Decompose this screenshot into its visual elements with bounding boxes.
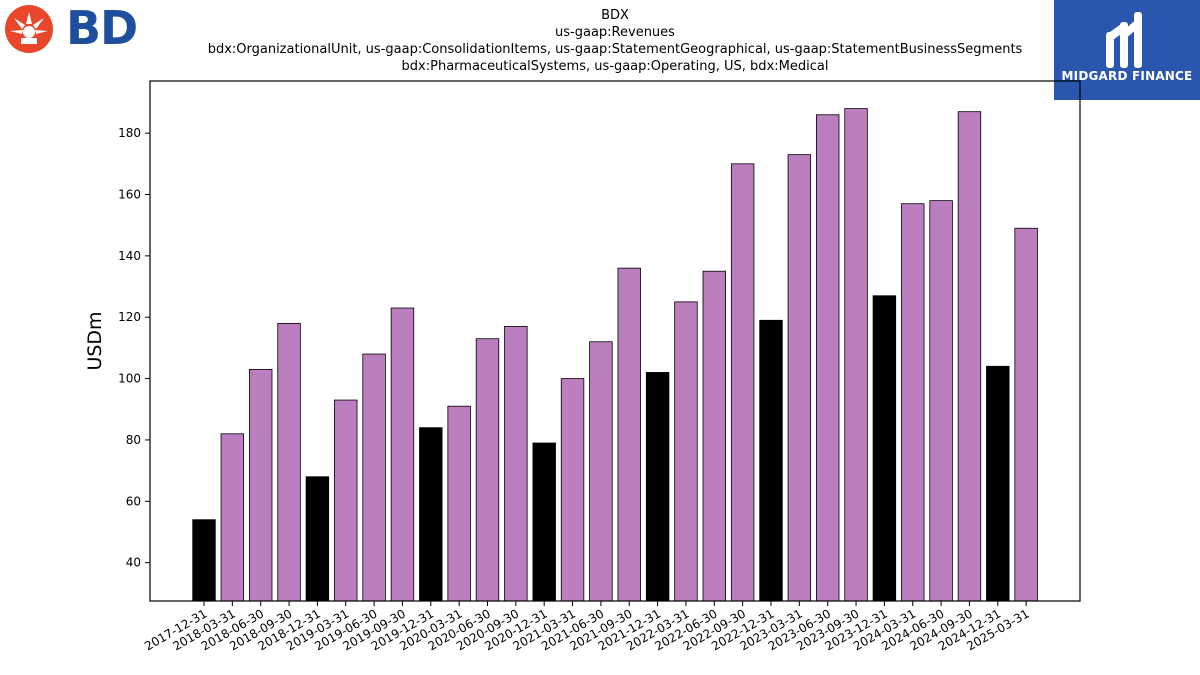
y-tick-label: 40 — [126, 556, 141, 570]
bar-2023-12-31 — [872, 295, 897, 602]
bar-2020-12-31 — [532, 442, 556, 602]
bar-2023-09-30 — [844, 108, 868, 602]
bar-2019-03-31 — [334, 399, 358, 602]
bars-layer — [192, 108, 1038, 602]
bar-2021-06-30 — [589, 341, 613, 602]
y-tick-label: 120 — [118, 310, 141, 324]
bar-2022-09-30 — [730, 163, 755, 602]
axes-frame — [149, 80, 1081, 602]
chart-title-line-1: BDX — [601, 8, 629, 23]
bar-2018-06-30 — [248, 368, 273, 602]
bar-2018-09-30 — [277, 322, 301, 602]
company-logo: BD — [4, 1, 144, 56]
burst-icon — [5, 5, 53, 53]
bar-2020-09-30 — [504, 326, 528, 602]
bar-2022-03-31 — [674, 301, 698, 602]
chart-title: BDX us-gaap:Revenues bdx:OrganizationalU… — [0, 7, 1200, 75]
midgard-emblem-icon — [1106, 12, 1142, 68]
bar-2018-12-31 — [305, 476, 330, 602]
y-tick-label: 140 — [118, 249, 141, 263]
watermark-logo: MIDGARD FINANCE — [1054, 0, 1200, 100]
y-tick-label: 160 — [118, 188, 141, 202]
bar-2024-06-30 — [929, 200, 953, 602]
bar-2017-12-31 — [192, 519, 216, 602]
bar-2024-03-31 — [901, 203, 925, 602]
y-tick-label: 180 — [118, 126, 141, 140]
bar-2020-03-31 — [447, 405, 471, 602]
chart-title-line-2: us-gaap:Revenues — [555, 25, 675, 40]
company-logo-text: BD — [66, 1, 138, 55]
bar-2019-09-30 — [390, 307, 415, 602]
bar-2024-09-30 — [957, 111, 982, 602]
y-tick-label: 100 — [118, 372, 141, 386]
y-axis: 40 60 80 100 120 140 160 180 — [118, 126, 150, 570]
bar-2023-06-30 — [816, 114, 840, 602]
bar-2024-12-31 — [986, 365, 1010, 602]
x-axis: 2017-12-312018-03-312018-06-302018-09-30… — [142, 601, 1032, 653]
bar-2021-12-31 — [645, 372, 670, 602]
chart-title-line-3: bdx:OrganizationalUnit, us-gaap:Consolid… — [207, 42, 1023, 57]
bar-2018-03-31 — [220, 433, 245, 602]
bar-2025-03-31 — [1014, 227, 1038, 602]
bar-2021-09-30 — [617, 267, 641, 602]
bar-2022-12-31 — [759, 319, 783, 602]
bar-2019-12-31 — [419, 427, 443, 602]
bar-2021-03-31 — [560, 378, 585, 602]
bar-2020-06-30 — [475, 338, 500, 602]
bar-2019-06-30 — [362, 353, 386, 602]
bar-2023-03-31 — [787, 154, 812, 602]
chart-title-line-4: bdx:PharmaceuticalSystems, us-gaap:Opera… — [401, 59, 829, 74]
y-tick-label: 60 — [126, 494, 141, 508]
y-tick-label: 80 — [126, 433, 141, 447]
y-axis-label: USDm — [84, 311, 106, 370]
bar-2022-06-30 — [702, 270, 727, 602]
watermark-text: MIDGARD FINANCE — [1061, 69, 1193, 83]
